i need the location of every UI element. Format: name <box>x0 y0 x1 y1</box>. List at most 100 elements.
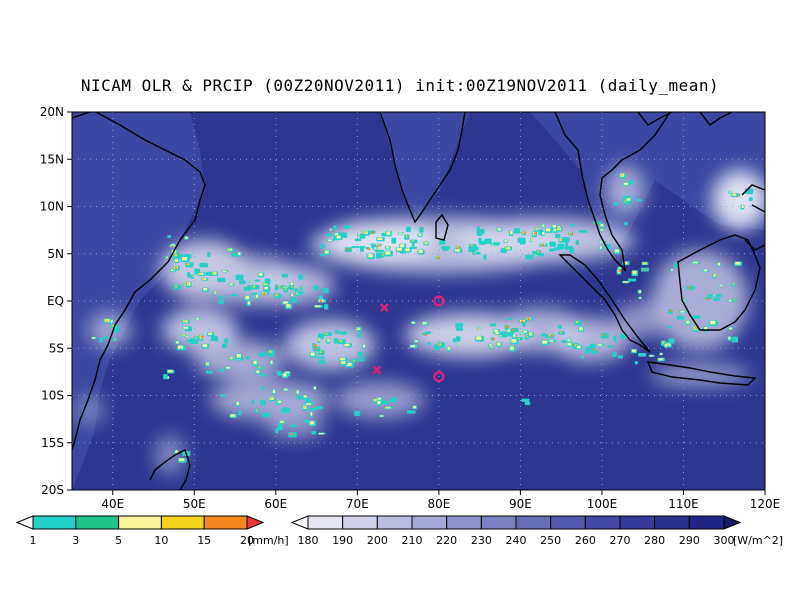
precip-cell <box>406 410 416 414</box>
precip-cell <box>301 286 303 289</box>
precip-cell <box>178 458 185 462</box>
lat-tick-label: EQ <box>47 294 64 308</box>
precip-cell <box>171 245 174 248</box>
olr-colorbar-swatch <box>584 515 621 530</box>
precip-cell <box>359 245 365 252</box>
precip-cell <box>536 227 538 230</box>
precip-cell <box>258 367 261 369</box>
olr-colorbar-label: 220 <box>436 534 457 547</box>
precip-cell <box>245 295 250 300</box>
precip-cell <box>390 397 394 403</box>
precip-cell <box>239 280 246 285</box>
precip-cell <box>457 343 460 345</box>
x-marker <box>372 365 382 375</box>
precip-cell <box>692 315 701 319</box>
precip-cell <box>409 246 418 249</box>
precip-cell <box>400 244 405 248</box>
precip-colorbar-swatch <box>203 515 248 530</box>
precip-cell <box>171 269 175 272</box>
precip-cell <box>294 288 299 292</box>
olr-colorbar-swatch <box>515 515 552 530</box>
precip-cell <box>290 282 294 286</box>
precip-cell <box>667 325 672 329</box>
precip-cell <box>205 370 214 374</box>
lat-tick-label: 5N <box>47 247 64 261</box>
precip-cell <box>418 249 423 253</box>
precip-cell <box>167 235 172 238</box>
precip-cell <box>284 288 287 291</box>
precip-cell <box>411 321 415 324</box>
precip-cell <box>484 238 492 245</box>
precip-cell <box>639 297 642 299</box>
precip-cell <box>455 327 464 331</box>
precip-cell <box>359 233 366 239</box>
precip-cell <box>174 266 178 269</box>
precip-cell <box>455 323 464 328</box>
precip-cell <box>335 233 339 236</box>
precip-cell <box>671 269 674 271</box>
olr-colorbar-swatch <box>307 515 344 530</box>
lat-tick-label: 15S <box>41 436 64 450</box>
precip-cell <box>277 286 281 288</box>
precip-cell <box>502 332 506 338</box>
precip-cell <box>554 233 561 239</box>
precip-cell <box>322 287 329 294</box>
precip-cell <box>512 334 516 338</box>
precip-cell <box>199 262 208 268</box>
precip-cell <box>478 237 482 243</box>
olr-colorbar-label: 240 <box>506 534 527 547</box>
precip-cell <box>602 333 606 336</box>
precip-cell <box>163 373 168 380</box>
precip-cell <box>372 231 375 234</box>
precip-cell <box>728 327 732 330</box>
precip-cell <box>310 352 315 356</box>
precip-cell <box>258 352 266 357</box>
precip-cell <box>380 415 384 417</box>
precip-colorbar-label: 1 <box>30 534 37 547</box>
precip-cell <box>224 338 229 344</box>
precip-cell <box>494 329 499 333</box>
precip-cell <box>377 397 382 400</box>
lat-tick-label: 15N <box>40 152 64 166</box>
precip-cell <box>111 325 115 327</box>
precip-cell <box>195 318 200 320</box>
lat-tick-label: 5S <box>49 341 64 355</box>
precip-cell <box>492 338 496 341</box>
precip-cell <box>411 240 414 242</box>
precip-cell <box>626 198 631 201</box>
precip-cell <box>315 406 323 410</box>
precip-cell <box>637 353 647 357</box>
precip-cell <box>281 273 289 278</box>
precip-cell <box>283 373 287 377</box>
precip-cell <box>303 405 306 409</box>
precip-cell <box>311 430 317 435</box>
precip-cell <box>285 371 290 374</box>
precip-cell <box>576 345 581 349</box>
precip-cell <box>557 227 560 230</box>
precip-cell <box>254 279 260 282</box>
precip-cell <box>217 278 226 283</box>
precip-cell <box>218 299 224 305</box>
precip-cell <box>552 225 557 228</box>
precip-cell <box>374 399 377 401</box>
precip-cell <box>574 343 577 347</box>
precip-cell <box>526 336 528 338</box>
precip-cell <box>680 310 685 313</box>
precip-cell <box>324 304 329 310</box>
precip-cell <box>260 399 266 406</box>
precip-cell <box>627 278 637 282</box>
precip-cell <box>735 261 741 265</box>
precip-cell <box>715 294 722 298</box>
precip-colorbar-low-arrow <box>15 515 34 530</box>
precip-cell <box>298 274 303 280</box>
precip-cell <box>419 226 424 233</box>
olr-colorbar-label: 300 <box>714 534 735 547</box>
precip-cell <box>243 286 252 291</box>
precip-cell <box>237 252 241 256</box>
precip-cell <box>268 353 274 357</box>
precip-cell <box>607 345 613 348</box>
precip-cell <box>182 334 185 336</box>
precip-cell <box>548 340 554 342</box>
precip-cell <box>252 285 256 288</box>
lon-tick-label: 70E <box>346 497 369 511</box>
